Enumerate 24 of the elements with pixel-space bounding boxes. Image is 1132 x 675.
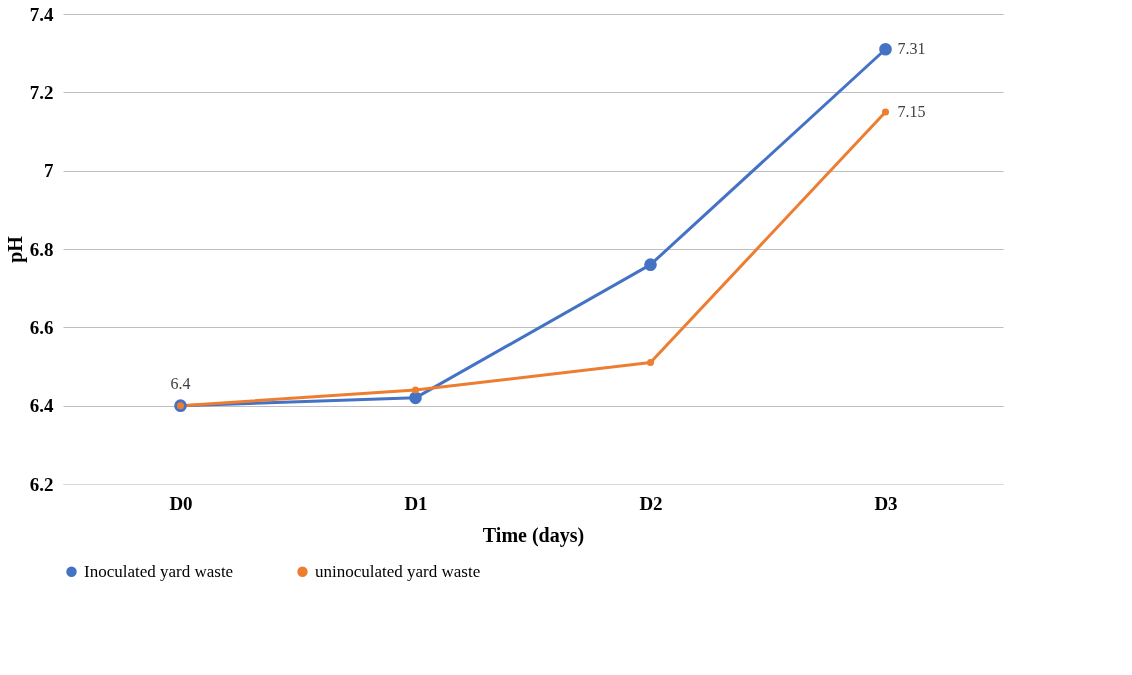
x-tick-label: D2 [639,492,663,514]
point [881,108,890,116]
point [879,42,892,56]
point [409,391,422,405]
y-tick-label: 6.2 [29,473,54,495]
y-tick-label: 6.8 [29,238,54,260]
legend-label: uninoculated yard waste [315,561,481,581]
point [411,386,420,394]
data-label: 7.15 [897,102,926,120]
y-tick-label: 7 [44,160,54,182]
x-tick-label: D3 [874,492,898,514]
data-label: 7.31 [897,40,926,58]
x-axis-title: Time (days) [482,523,585,547]
x-tick-label: D0 [169,492,193,514]
y-tick-label: 6.6 [29,316,54,338]
data-label: 6.4 [170,374,191,392]
y-tick-label: 7.4 [29,3,54,25]
y-tick-label: 7.2 [29,81,54,103]
y-axis-title: pH [3,235,27,263]
y-tick-label: 6.4 [29,395,54,417]
x-tick-label: D1 [404,492,428,514]
point [644,258,657,271]
legend-label: Inoculated yard waste [84,561,234,581]
point [646,359,655,367]
